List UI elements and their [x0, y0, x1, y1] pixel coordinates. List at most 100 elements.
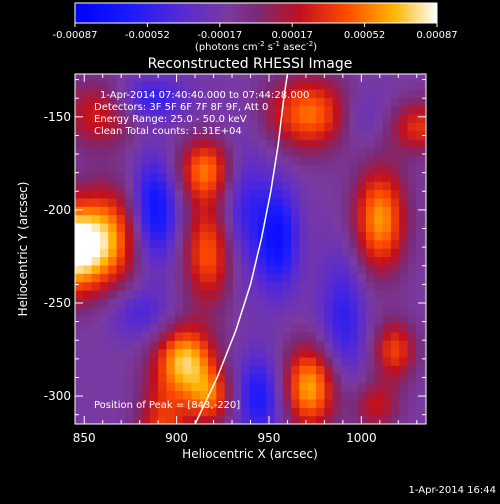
heatmap-pixel — [191, 415, 201, 424]
heatmap-pixel — [332, 164, 342, 174]
heatmap-pixel — [158, 248, 168, 258]
annotation-line: Detectors: 3F 5F 6F 7F 8F 9F, Att 0 — [94, 102, 268, 113]
heatmap-pixel — [399, 130, 409, 140]
heatmap-pixel — [374, 315, 384, 325]
heatmap-pixel — [183, 155, 192, 165]
heatmap-pixel — [341, 181, 350, 191]
heatmap-pixel — [124, 147, 134, 157]
heatmap-pixel — [166, 365, 176, 375]
heatmap-pixel — [291, 373, 301, 383]
heatmap-pixel — [241, 114, 251, 124]
heatmap-pixel — [424, 139, 426, 149]
heatmap-pixel — [399, 197, 409, 207]
x-tick-label: 950 — [258, 431, 281, 445]
heatmap-pixel — [166, 222, 176, 232]
heatmap-pixel — [241, 105, 251, 115]
heatmap-pixel — [415, 80, 425, 90]
heatmap-pixel — [224, 214, 234, 224]
heatmap-pixel — [208, 105, 217, 115]
heatmap-pixel — [183, 74, 192, 82]
heatmap-pixel — [349, 88, 359, 98]
heatmap-pixel — [332, 340, 342, 350]
heatmap-pixel — [307, 298, 317, 308]
colorbar-ticks: -0.00087 -0.00052 -0.00017 0.00017 0.00052 0.… — [53, 23, 458, 41]
heatmap-pixel — [374, 97, 384, 107]
heatmap-pixel — [332, 197, 342, 207]
heatmap-pixel — [266, 315, 276, 325]
heatmap-pixel — [357, 256, 367, 266]
heatmap-pixel — [166, 356, 176, 366]
heatmap-pixel — [224, 114, 234, 124]
heatmap-pixel — [282, 181, 292, 191]
heatmap-pixel — [365, 189, 375, 199]
heatmap-pixel — [415, 356, 425, 366]
heatmap-pixel — [108, 231, 118, 241]
heatmap-pixel — [349, 231, 359, 241]
heatmap-pixel — [124, 256, 134, 266]
heatmap-pixel — [232, 88, 242, 98]
heatmap-pixel — [299, 323, 309, 333]
heatmap-pixel — [365, 222, 375, 232]
heatmap-pixel — [274, 264, 284, 274]
heatmap-pixel — [407, 164, 417, 174]
heatmap-pixel — [216, 298, 226, 308]
heatmap-pixel — [149, 382, 159, 392]
heatmap-pixel — [216, 197, 226, 207]
heatmap-pixel — [374, 74, 384, 82]
heatmap-pixel — [83, 114, 93, 124]
heatmap-pixel — [75, 340, 84, 350]
heatmap-pixel — [266, 415, 276, 424]
heatmap-pixel — [166, 206, 176, 216]
heatmap-pixel — [116, 248, 126, 258]
heatmap-pixel — [349, 289, 359, 299]
heatmap-pixel — [199, 189, 209, 199]
heatmap-pixel — [199, 130, 209, 140]
heatmap-pixel — [374, 248, 384, 258]
heatmap-pixel — [266, 130, 276, 140]
heatmap-pixel — [232, 340, 242, 350]
heatmap-pixel — [307, 155, 317, 165]
heatmap-pixel — [124, 130, 134, 140]
heatmap-pixel — [349, 139, 359, 149]
heatmap-pixel — [324, 315, 334, 325]
heatmap-pixel — [124, 181, 134, 191]
heatmap-pixel — [407, 256, 417, 266]
heatmap-pixel — [99, 155, 109, 165]
heatmap-pixel — [424, 97, 426, 107]
heatmap-pixel — [382, 273, 392, 283]
heatmap-pixel — [424, 197, 426, 207]
heatmap-pixel — [424, 164, 426, 174]
heatmap-pixel — [257, 97, 267, 107]
heatmap-pixel — [291, 315, 301, 325]
heatmap-pixel — [124, 206, 134, 216]
heatmap-pixel — [274, 281, 284, 291]
heatmap-pixel — [324, 281, 334, 291]
heatmap-pixel — [208, 164, 217, 174]
heatmap-pixel — [365, 365, 375, 375]
heatmap-pixel — [324, 130, 334, 140]
heatmap-pixel — [141, 289, 151, 299]
heatmap-pixel — [274, 306, 284, 316]
heatmap-pixel — [141, 139, 151, 149]
heatmap-pixel — [407, 197, 417, 207]
heatmap-pixel — [241, 264, 251, 274]
heatmap-pixel — [316, 348, 325, 358]
heatmap-pixel — [349, 248, 359, 258]
heatmap-pixel — [390, 189, 400, 199]
heatmap-pixel — [341, 340, 350, 350]
heatmap-pixel — [415, 155, 425, 165]
heatmap-pixel — [158, 139, 168, 149]
heatmap-pixel — [299, 197, 309, 207]
heatmap-pixel — [124, 114, 134, 124]
heatmap-pixel — [83, 130, 93, 140]
heatmap-pixel — [91, 74, 101, 82]
heatmap-pixel — [390, 74, 400, 82]
heatmap-pixel — [224, 390, 234, 400]
heatmap-pixel — [232, 172, 242, 182]
heatmap-pixel — [316, 239, 325, 249]
heatmap-pixel — [91, 222, 101, 232]
heatmap-pixel — [291, 189, 301, 199]
heatmap-pixel — [149, 415, 159, 424]
heatmap-pixel — [249, 356, 259, 366]
heatmap-pixel — [282, 239, 292, 249]
